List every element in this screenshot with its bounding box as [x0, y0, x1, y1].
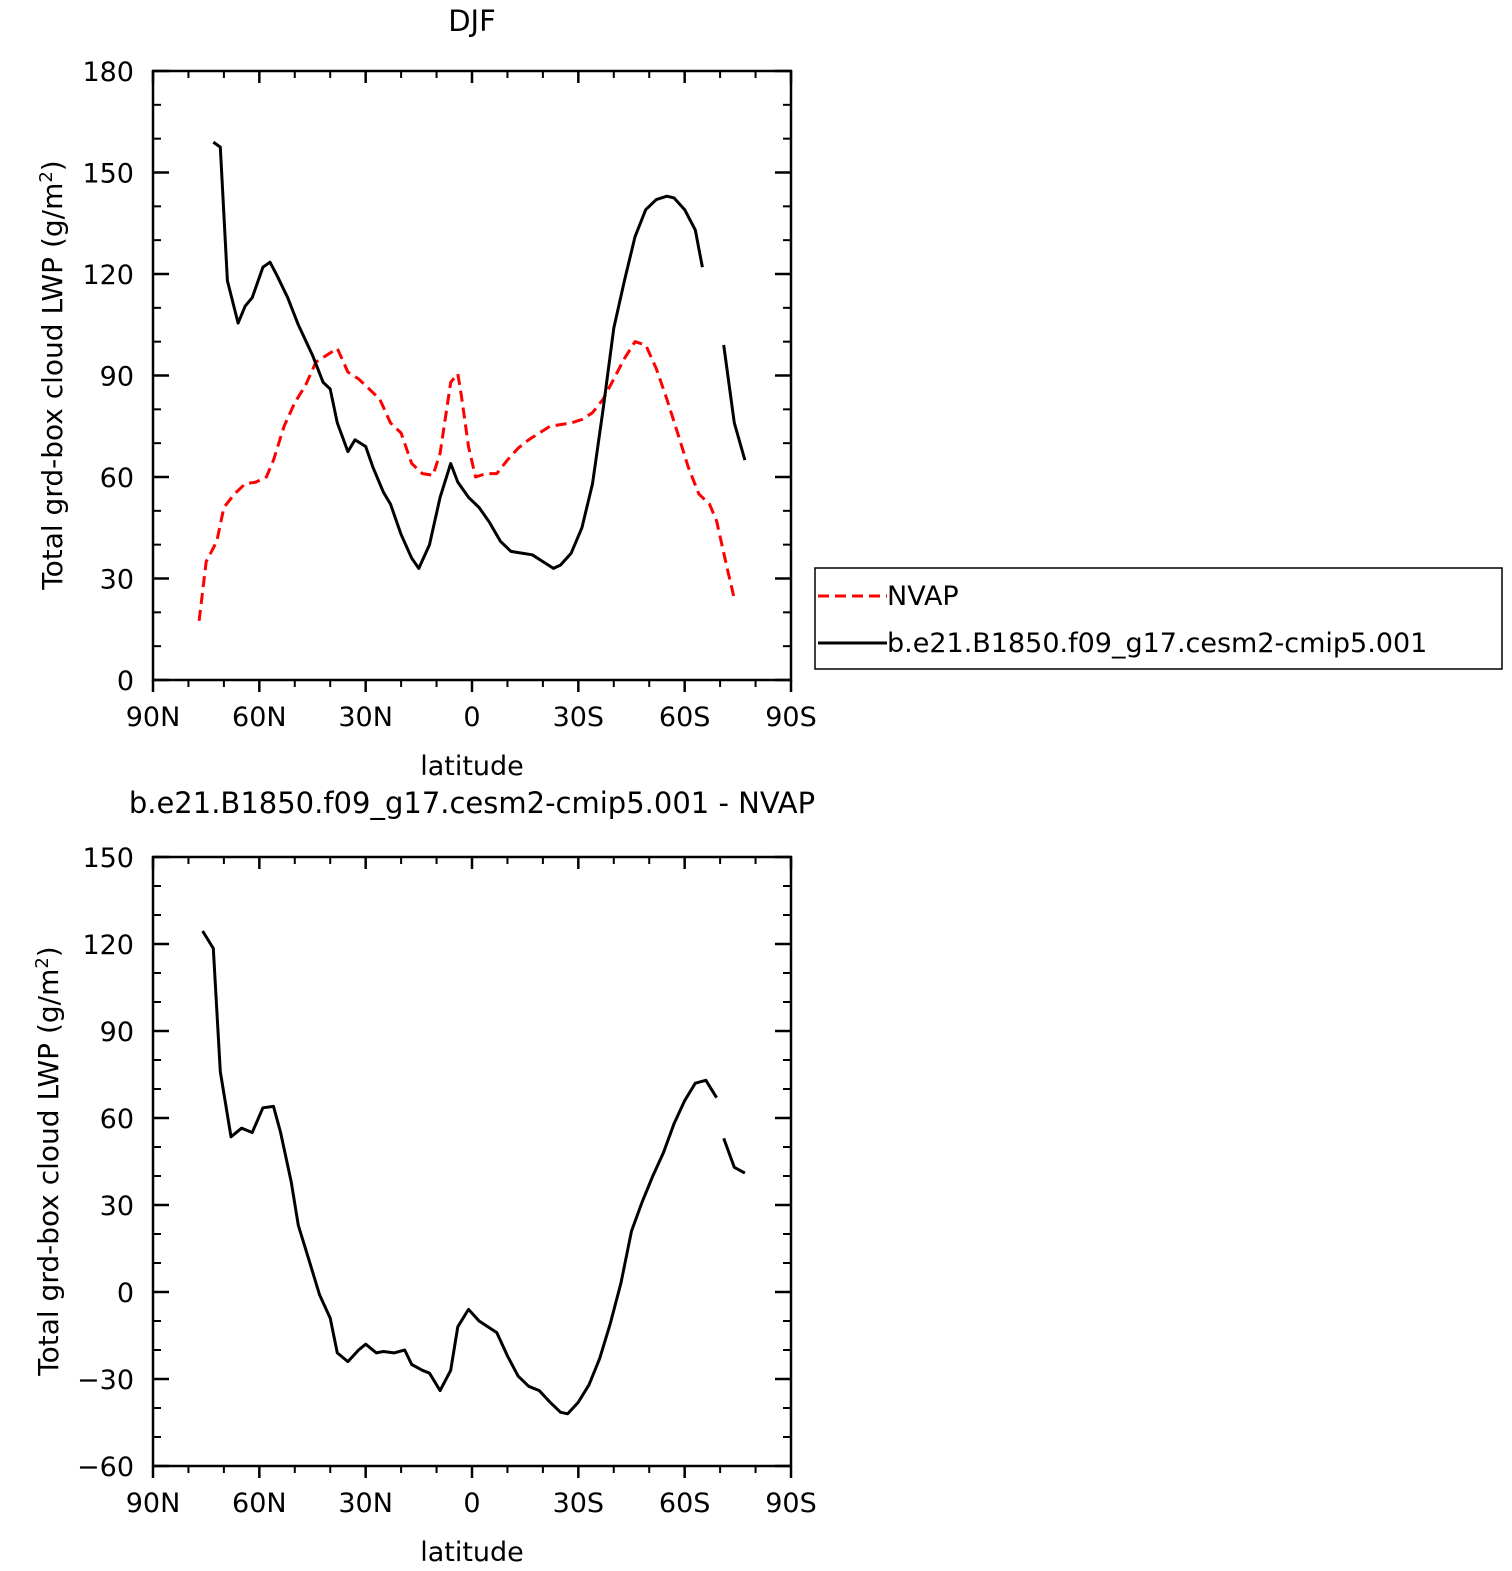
legend-label-model: b.e21.B1850.f09_g17.cesm2-cmip5.001 — [887, 628, 1427, 659]
y-axis-label-text: Total grd-box cloud LWP (g/m — [36, 183, 69, 591]
y-tick-label: −30 — [77, 1365, 134, 1396]
legend-box — [814, 567, 1503, 670]
y-tick-label: 0 — [117, 1278, 134, 1309]
plot-frame — [151, 855, 793, 1468]
x-tick-label: 60N — [232, 702, 287, 733]
y-axis-label-superscript: 2 — [32, 957, 53, 968]
y-tick-label: 30 — [100, 565, 134, 596]
x-axis-ticks: 90N 60N 30N 0 30S 60S 90S — [126, 71, 817, 733]
y-tick-label: 90 — [100, 1017, 134, 1048]
nvap-line — [197, 340, 736, 621]
y-tick-label: 120 — [82, 930, 134, 961]
bottom-chart-panel: b.e21.B1850.f09_g17.cesm2-cmip5.001 - NV… — [32, 786, 817, 1568]
plot-frame — [151, 69, 793, 682]
y-axis-label-close: ) — [36, 160, 69, 171]
x-tick-label: 90S — [765, 702, 817, 733]
y-tick-label: 150 — [82, 159, 134, 190]
difference-line — [722, 1137, 746, 1175]
y-axis-label-superscript: 2 — [36, 171, 57, 182]
y-axis-label-text: Total grd-box cloud LWP (g/m — [32, 969, 65, 1377]
difference-line — [201, 930, 718, 1416]
x-tick-label: 30N — [338, 1488, 393, 1519]
y-tick-label: 150 — [82, 843, 134, 874]
x-axis-label: latitude — [420, 751, 524, 782]
x-tick-label: 90N — [126, 702, 181, 733]
y-tick-label: 0 — [117, 666, 134, 697]
model-line — [212, 140, 704, 570]
top-chart-panel: DJF 0 30 60 90 120 150 180 90N 60N 30N 0 30S 60S 90S… — [36, 4, 1503, 782]
chart-title: b.e21.B1850.f09_g17.cesm2-cmip5.001 - NV… — [129, 786, 815, 820]
chart-title: DJF — [448, 4, 496, 38]
x-tick-label: 90N — [126, 1488, 181, 1519]
x-axis-ticks: 90N 60N 30N 0 30S 60S 90S — [126, 857, 817, 1519]
model-line — [722, 344, 747, 461]
x-tick-label: 0 — [463, 1488, 480, 1519]
x-tick-label: 90S — [765, 1488, 817, 1519]
x-tick-label: 0 — [463, 702, 480, 733]
y-axis-label-close: ) — [32, 946, 65, 957]
x-tick-label: 30N — [338, 702, 393, 733]
y-tick-label: 30 — [100, 1191, 134, 1222]
series-lines — [201, 930, 746, 1416]
legend: NVAP b.e21.B1850.f09_g17.cesm2-cmip5.001 — [814, 567, 1503, 670]
legend-label-nvap: NVAP — [887, 581, 959, 612]
x-axis-label: latitude — [420, 1537, 524, 1568]
x-tick-label: 60S — [659, 702, 711, 733]
y-tick-label: 60 — [100, 463, 134, 494]
x-tick-label: 60N — [232, 1488, 287, 1519]
x-tick-label: 60S — [659, 1488, 711, 1519]
y-axis-ticks: 0 30 60 90 120 150 180 — [82, 57, 791, 697]
x-tick-label: 30S — [553, 702, 605, 733]
y-tick-label: 120 — [82, 260, 134, 291]
y-tick-label: 180 — [82, 57, 134, 88]
y-tick-label: 60 — [100, 1104, 134, 1135]
y-tick-label: 90 — [100, 362, 134, 393]
series-lines — [197, 140, 747, 621]
x-tick-label: 30S — [553, 1488, 605, 1519]
y-axis-label: Total grd-box cloud LWP (g/m2) — [36, 160, 69, 591]
y-axis-ticks: −60 −30 0 30 60 90 120 150 — [77, 843, 791, 1483]
y-axis-label: Total grd-box cloud LWP (g/m2) — [32, 946, 65, 1377]
y-tick-label: −60 — [77, 1452, 134, 1483]
